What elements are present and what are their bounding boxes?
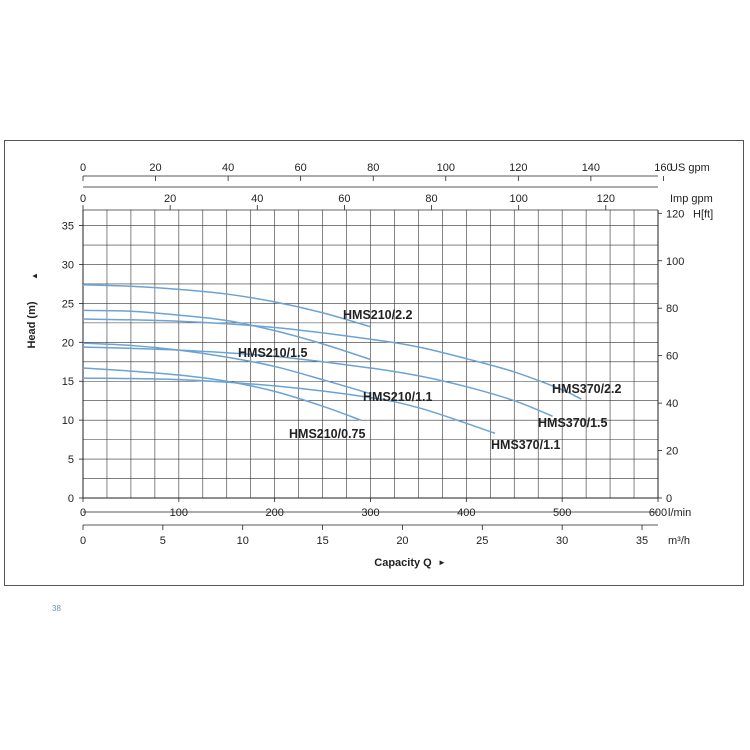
curve-label-hms210-2-2: HMS210/2.2 (343, 308, 413, 322)
tick-label-m3h: 15 (316, 535, 328, 547)
tick-label-left: 30 (62, 259, 74, 271)
tick-label-impgpm: 120 (597, 193, 615, 205)
tick-label-lmin: 200 (265, 507, 283, 519)
tick-label-lmin: 400 (457, 507, 475, 519)
tick-label-impgpm: 20 (164, 193, 176, 205)
curve-labels: HMS210/2.2 HMS210/1.5 HMS210/1.1 HMS210/0.7… (238, 308, 622, 452)
tick-label-m3h: 20 (396, 535, 408, 547)
unit-label-impgpm: Imp gpm (670, 193, 713, 205)
tick-label-impgpm: 100 (509, 193, 527, 205)
unit-label-right: H[ft] (693, 208, 713, 220)
tick-label-right: 0 (666, 493, 672, 505)
tick-label-usgpm: 60 (295, 162, 307, 174)
curve-label-hms370-2-2: HMS370/2.2 (552, 382, 622, 396)
tick-label-impgpm: 80 (425, 193, 437, 205)
curve-label-hms370-1-1: HMS370/1.1 (491, 438, 561, 452)
page-number: 38 (52, 604, 61, 613)
tick-label-right: 100 (666, 256, 684, 268)
tick-label-lmin: 100 (170, 507, 188, 519)
curve-label-hms210-1-5: HMS210/1.5 (238, 346, 308, 360)
tick-label-left: 25 (62, 298, 74, 310)
grid-lines (82, 209, 659, 499)
x-axis-label: Capacity Q (374, 557, 432, 569)
tick-label-left: 0 (68, 493, 74, 505)
curve-hms210-1-1 (82, 342, 371, 395)
curve-hms210-2-2 (82, 283, 371, 328)
tick-label-m3h: 0 (80, 535, 86, 547)
tick-label-right: 60 (666, 351, 678, 363)
tick-label-m3h: 35 (636, 535, 648, 547)
tick-label-impgpm: 40 (251, 193, 263, 205)
tick-label-left: 35 (62, 221, 74, 233)
curve-label-hms210-0-75: HMS210/0.75 (289, 427, 365, 441)
curve-hms370-2-2 (82, 318, 582, 400)
tick-label-left: 15 (62, 376, 74, 388)
tick-label-m3h: 30 (556, 535, 568, 547)
tick-label-usgpm: 80 (367, 162, 379, 174)
tick-label-usgpm: 160 (654, 162, 672, 174)
curve-hms210-1-5 (82, 309, 371, 361)
tick-label-lmin: 0 (80, 507, 86, 519)
unit-label-lmin: l/min (668, 507, 691, 519)
tick-label-m3h: 25 (476, 535, 488, 547)
tick-label-m3h: 10 (237, 535, 249, 547)
tick-label-left: 5 (68, 454, 74, 466)
unit-label-m3h: m³/h (668, 535, 690, 547)
tick-label-m3h: 5 (160, 535, 166, 547)
curve-hms370-1-5 (82, 346, 553, 417)
tick-label-lmin: 600 (649, 507, 667, 519)
y-axis-label: Head (m) (26, 301, 38, 348)
tick-label-usgpm: 100 (437, 162, 455, 174)
tick-label-right: 120 (666, 208, 684, 220)
tick-label-left: 10 (62, 415, 74, 427)
curve-hms370-1-1 (82, 377, 496, 435)
tick-label-right: 40 (666, 398, 678, 410)
tick-label-right: 80 (666, 303, 678, 315)
unit-label-usgpm: US gpm (670, 162, 710, 174)
tick-label-lmin: 500 (553, 507, 571, 519)
curves (82, 283, 582, 435)
x-axis-arrow: ► (438, 558, 446, 567)
tick-label-impgpm: 60 (338, 193, 350, 205)
tick-label-usgpm: 140 (582, 162, 600, 174)
tick-label-usgpm: 0 (80, 162, 86, 174)
tick-label-left: 20 (62, 337, 74, 349)
tick-label-lmin: 300 (361, 507, 379, 519)
curve-label-hms370-1-5: HMS370/1.5 (538, 416, 608, 430)
tick-label-right: 20 (666, 446, 678, 458)
tick-label-usgpm: 20 (149, 162, 161, 174)
tick-label-impgpm: 0 (80, 193, 86, 205)
curve-hms210-0-75 (82, 367, 362, 421)
chart-frame: 0 5 10 15 20 25 30 35 0 20 40 60 80 100 120 H[ft] 0 100 20… (4, 140, 744, 586)
tick-label-usgpm: 40 (222, 162, 234, 174)
y-axis-arrow: ▲ (30, 272, 39, 280)
tick-label-usgpm: 120 (509, 162, 527, 174)
curve-label-hms210-1-1: HMS210/1.1 (363, 390, 433, 404)
